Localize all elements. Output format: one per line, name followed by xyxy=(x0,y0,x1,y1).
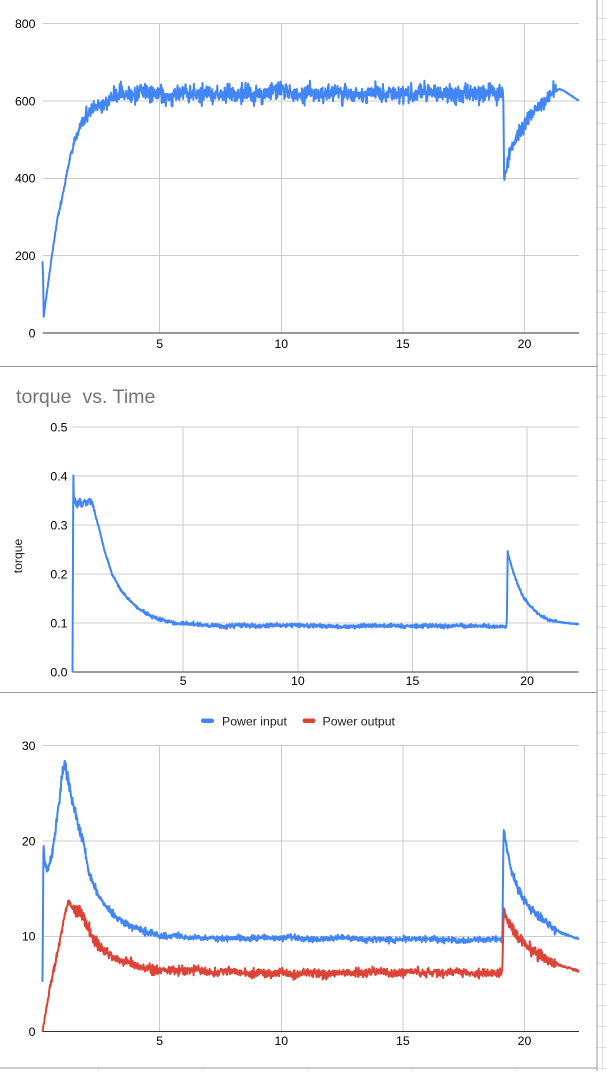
svg-text:10: 10 xyxy=(22,930,36,944)
svg-text:20: 20 xyxy=(22,834,36,848)
svg-text:5: 5 xyxy=(156,1034,163,1048)
svg-text:0: 0 xyxy=(29,326,36,340)
svg-text:5: 5 xyxy=(180,674,187,688)
svg-text:15: 15 xyxy=(406,674,420,688)
svg-text:0.0: 0.0 xyxy=(50,665,67,679)
svg-text:0: 0 xyxy=(29,1025,36,1039)
svg-text:10: 10 xyxy=(291,674,305,688)
svg-text:600: 600 xyxy=(15,94,36,108)
svg-text:800: 800 xyxy=(15,17,36,31)
svg-text:20: 20 xyxy=(518,337,532,351)
svg-text:10: 10 xyxy=(274,337,288,351)
svg-text:Power output: Power output xyxy=(323,714,396,728)
svg-text:0.3: 0.3 xyxy=(50,518,67,532)
svg-text:0.5: 0.5 xyxy=(50,420,67,434)
svg-text:15: 15 xyxy=(396,1034,410,1048)
svg-text:Power input: Power input xyxy=(222,714,288,728)
svg-text:15: 15 xyxy=(396,337,410,351)
svg-text:20: 20 xyxy=(518,1034,532,1048)
svg-text:0.4: 0.4 xyxy=(50,469,67,483)
svg-text:5: 5 xyxy=(156,337,163,351)
svg-text:0.1: 0.1 xyxy=(50,616,67,630)
svg-text:10: 10 xyxy=(274,1034,288,1048)
svg-text:0.2: 0.2 xyxy=(50,567,67,581)
svg-text:torque: torque xyxy=(11,539,25,574)
svg-text:torque vs. Time: torque vs. Time xyxy=(16,386,155,408)
svg-text:20: 20 xyxy=(520,674,534,688)
svg-text:400: 400 xyxy=(15,172,36,186)
svg-text:30: 30 xyxy=(22,739,36,753)
svg-text:200: 200 xyxy=(15,249,36,263)
